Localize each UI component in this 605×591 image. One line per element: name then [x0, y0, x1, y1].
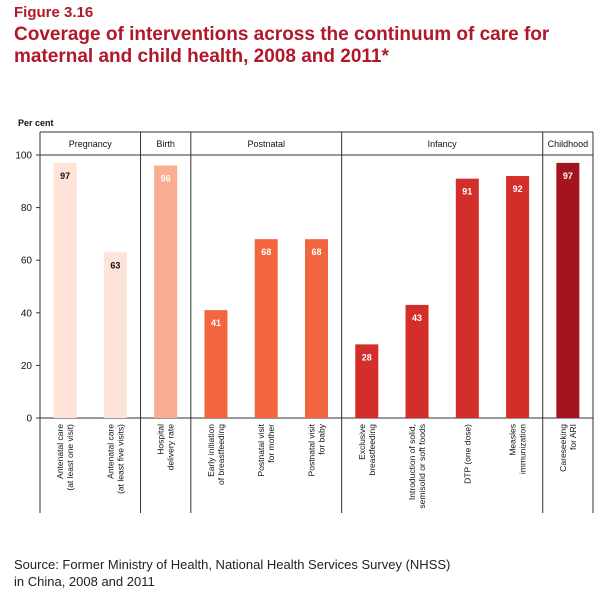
x-category-label: Postnatal visit [256, 423, 266, 476]
bar [53, 162, 77, 418]
axes: 0 20 40 60 80 100 Pregnancy Birth Postnatal Infan… [15, 131, 594, 513]
group-label: Childhood [548, 139, 589, 149]
x-category-label: (at least one visit) [65, 424, 75, 491]
x-category-label: Antenatal care [105, 424, 115, 479]
bar [154, 165, 178, 418]
bar [355, 344, 379, 418]
x-category-label: delivery rate [166, 424, 176, 471]
source-line-1: Source: Former Ministry of Health, Natio… [14, 557, 451, 572]
x-category-label: immunization [518, 424, 528, 474]
x-category-label: (at least five visits) [115, 424, 125, 494]
bar [506, 176, 530, 418]
group-label: Birth [156, 139, 175, 149]
bar-value-label: 91 [462, 187, 472, 197]
x-category-label: Measles [508, 424, 518, 456]
x-category-label: Exclusive [357, 424, 367, 460]
y-tick-label: 0 [26, 414, 32, 425]
bars: 97 63 96 41 68 68 28 43 91 92 97 [53, 162, 580, 418]
x-category-label: breastfeeding [367, 424, 377, 476]
source-line-2: in China, 2008 and 2011 [14, 574, 155, 589]
bar-value-label: 28 [362, 352, 372, 362]
y-tick-label: 40 [21, 308, 33, 319]
bar-value-label: 96 [161, 174, 171, 184]
bar-value-label: 68 [261, 247, 271, 257]
figure-label: Figure 3.16 [14, 4, 94, 21]
x-category-label: Careseeking [558, 424, 568, 472]
bar [455, 178, 479, 418]
bar-value-label: 97 [60, 171, 70, 181]
bar [556, 162, 580, 418]
y-tick-label: 80 [21, 203, 33, 214]
y-tick-label: 20 [21, 361, 33, 372]
x-category-label: Early initiation [206, 424, 216, 477]
bar-value-label: 68 [311, 247, 321, 257]
group-label: Postnatal [247, 139, 285, 149]
x-category-label: Postnatal visit [307, 423, 317, 476]
x-category-label: DTP (one dose) [462, 424, 472, 484]
chart-title: Coverage of interventions across the con… [14, 24, 599, 68]
chart-title-line-2: maternal and child health, 2008 and 2011… [14, 46, 389, 67]
bar-value-label: 63 [110, 260, 120, 270]
x-category-label: for ARI [568, 424, 578, 450]
bar [103, 252, 127, 418]
x-category-label: of breastfeeding [216, 424, 226, 485]
bar [254, 239, 278, 418]
x-category-label: semisolid or soft foods [417, 424, 427, 509]
bar-value-label: 92 [513, 184, 523, 194]
group-label: Infancy [428, 139, 458, 149]
group-label: Pregnancy [69, 139, 113, 149]
chart-title-line-1: Coverage of interventions across the con… [14, 24, 550, 45]
bar [405, 304, 429, 418]
x-category-label: Antenatal care [55, 424, 65, 479]
bar-value-label: 41 [211, 318, 221, 328]
x-category-label: Hospital [156, 424, 166, 455]
y-tick-label: 60 [21, 256, 33, 267]
x-category-label: Introduction of solid, [407, 424, 417, 500]
x-category-label: for mother [266, 424, 276, 463]
y-axis-label: Per cent [18, 118, 54, 128]
bar [305, 239, 328, 418]
bar-value-label: 97 [563, 171, 573, 181]
x-category-label: for baby [317, 423, 327, 454]
y-tick-label: 100 [15, 151, 32, 162]
bar-value-label: 43 [412, 313, 422, 323]
source-note: Source: Former Ministry of Health, Natio… [14, 556, 599, 590]
bar [204, 310, 228, 418]
